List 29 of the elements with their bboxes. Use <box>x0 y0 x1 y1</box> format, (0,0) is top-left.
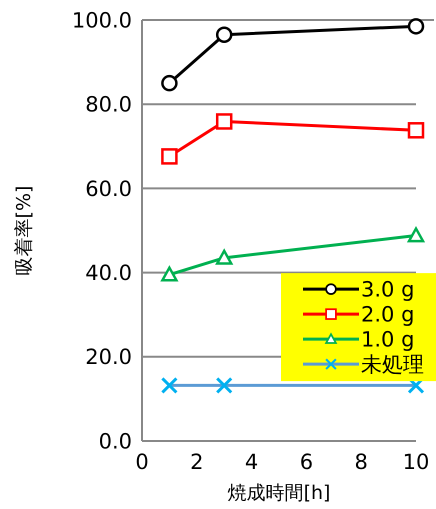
y-axis-title: 吸着率[%] <box>13 186 35 276</box>
y-tick-label: 0.0 <box>98 429 132 454</box>
legend-label: 2.0 g <box>361 302 414 326</box>
point <box>216 113 232 130</box>
y-tick-label: 40.0 <box>85 260 132 285</box>
point <box>216 250 232 265</box>
x-tick-label: 6 <box>300 450 314 474</box>
point <box>216 376 233 394</box>
x-tick-label: 8 <box>354 450 368 474</box>
point <box>408 18 424 35</box>
legend-label: 3.0 g <box>361 277 414 302</box>
y-tick-label: 100.0 <box>72 8 132 32</box>
point <box>408 122 424 139</box>
x-tick-label: 2 <box>190 450 204 474</box>
point <box>161 266 178 282</box>
legend-label: 未処理 <box>361 352 424 376</box>
point <box>160 376 178 394</box>
y-tick-label: 60.0 <box>85 176 132 201</box>
point <box>161 148 178 165</box>
x-tick-label: 0 <box>135 450 149 474</box>
point <box>408 227 424 242</box>
point <box>216 26 232 43</box>
x-tick-label: 10 <box>402 450 430 474</box>
y-tick-label: 80.0 <box>85 92 132 117</box>
x-axis-title: 焼成時間[h] <box>228 482 330 504</box>
point <box>161 74 178 92</box>
legend-label: 1.0 g <box>361 327 414 352</box>
x-tick-label: 4 <box>244 450 258 474</box>
y-tick-label: 20.0 <box>85 345 132 370</box>
